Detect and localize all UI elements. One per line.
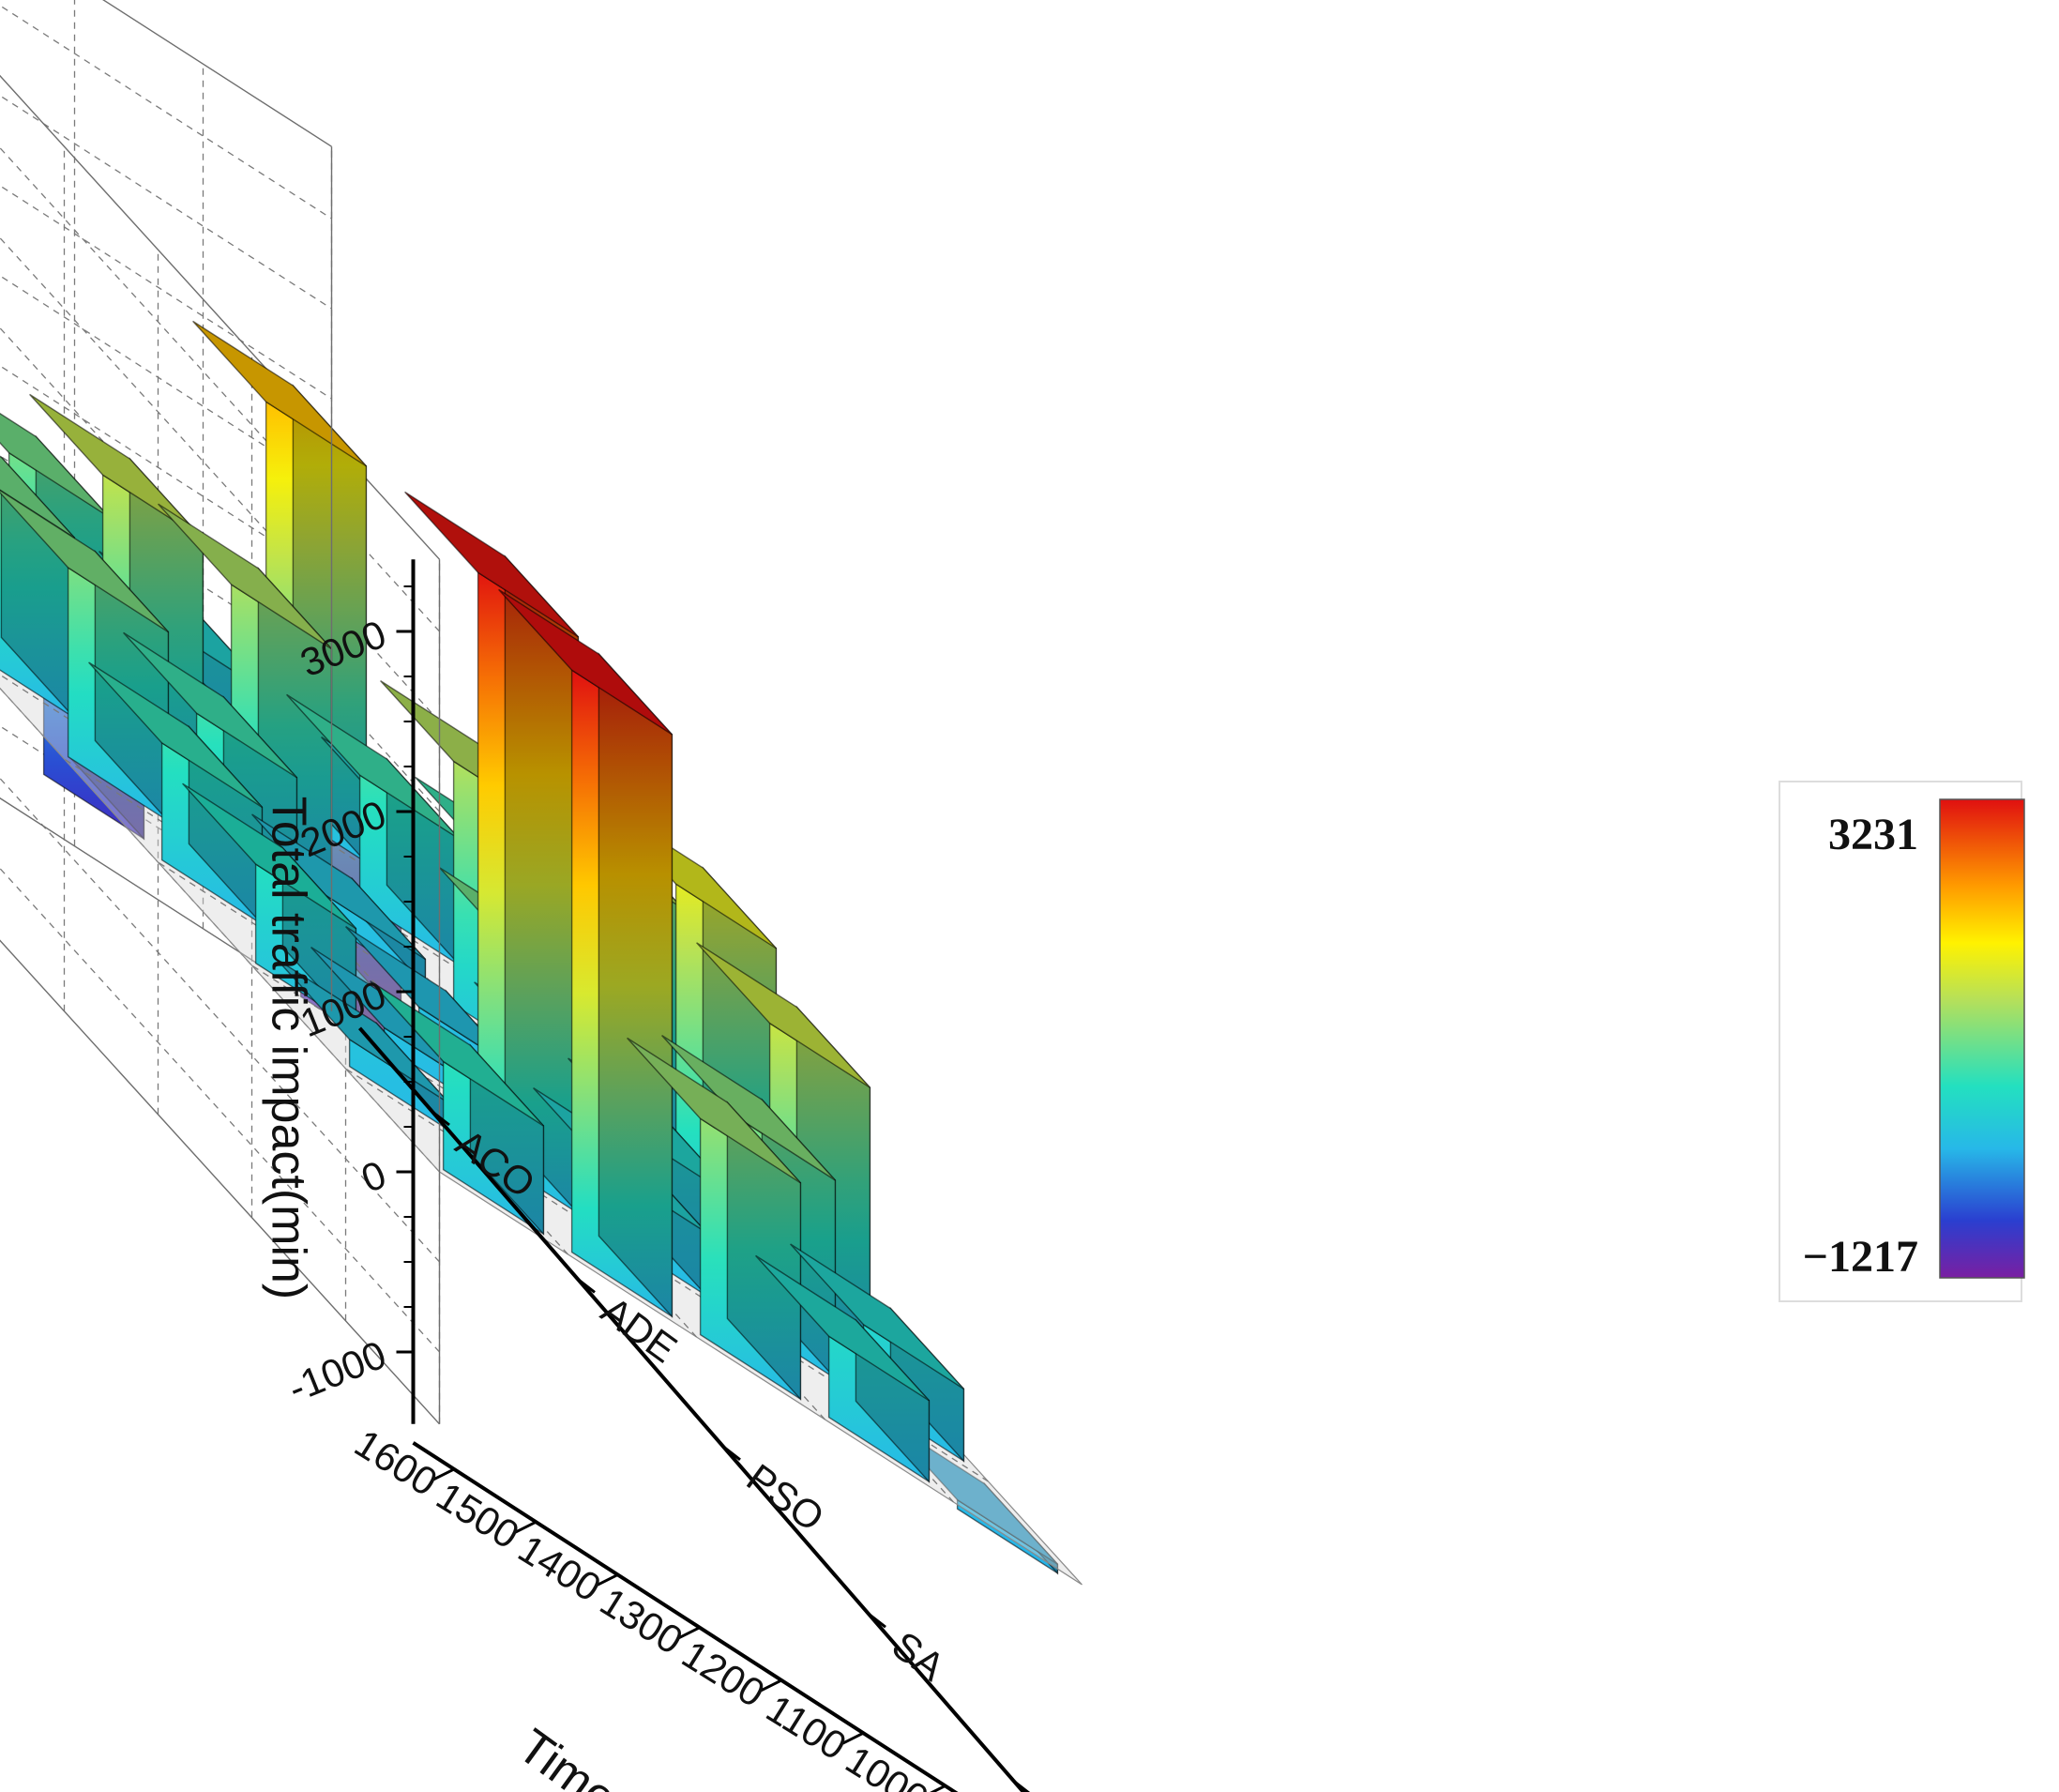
bar-top [627,1037,801,1184]
bar-top [29,393,204,540]
x-tick-mark [432,1467,455,1481]
y-tick-label: SA [885,1622,953,1689]
frame-bottom-back [0,797,441,1425]
colorbar-max-label: 3231 [1828,810,1918,859]
frame-top-back [0,0,441,560]
x-tick-label: 1000 [839,1738,936,1792]
colorbar: 3231 −1217 [1779,781,2025,1302]
y-tick-mark [1013,1780,1031,1792]
x-tick-mark [596,1573,619,1587]
x-tick-label: 1600 [347,1420,445,1504]
bar-top [88,661,263,808]
bar-PSO-1300 [251,813,427,989]
x-tick-mark [841,1731,865,1745]
bar-top [251,813,426,960]
bar-top [123,631,297,779]
bar-face-right [598,652,674,1319]
bar-PSO-900 [627,1037,802,1402]
z-axis-title: Total traffic impact(min) [262,797,316,1300]
bar-ADE-1000 [404,491,580,1216]
bar-top [0,489,169,633]
bar-SA-900 [755,1254,931,1484]
x-tick-mark [930,1784,946,1792]
bar-top [0,412,110,518]
bar-top [345,926,520,1072]
y-tick-mark [722,1445,741,1461]
bar-ADE-900 [498,588,674,1319]
bar-top [158,503,332,650]
y-tick-mark [431,1110,450,1127]
bar-top [404,491,579,638]
x-tick-mark [760,1678,782,1693]
x-tick-mark [678,1626,701,1640]
y-tick-mark [577,1278,596,1294]
bar-top [498,588,673,736]
x-axis-line [412,1441,959,1792]
bar-ACO-1100 [182,782,357,1030]
x-tick-mark [514,1520,537,1534]
bar-top [182,782,356,930]
grid-line-z [0,95,440,722]
front-frame [330,146,441,1424]
grid-line-z [0,5,440,632]
y-tick-label: PSO [739,1455,832,1540]
colorbar-scale [1939,798,2025,1279]
bar-top [192,320,367,467]
y-tick-mark [868,1613,886,1629]
bar-top [790,1243,964,1390]
x-axis-title: Time [507,1719,626,1792]
bar-ACO-1400 [0,455,76,721]
bar-top [755,1254,930,1402]
bar-top [661,1035,836,1181]
colorbar-min-label: −1217 [1803,1232,1918,1282]
z-tick-label: -1000 [282,1332,392,1411]
positive-bars [0,320,965,1484]
bar-top [696,942,871,1088]
bar-top [286,693,461,841]
